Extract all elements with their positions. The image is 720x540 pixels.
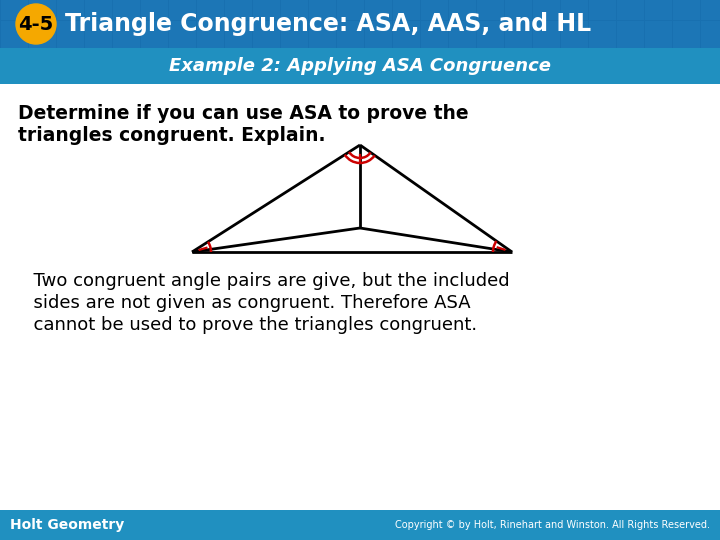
Text: triangles congruent. Explain.: triangles congruent. Explain.: [18, 126, 325, 145]
Bar: [560, 21, 588, 48]
Bar: [701, 0, 720, 19]
Bar: [168, 21, 196, 48]
Bar: [336, 21, 364, 48]
Text: 4-5: 4-5: [19, 15, 53, 33]
Bar: [197, 21, 223, 48]
Bar: [336, 0, 364, 19]
Bar: [0, 510, 720, 540]
Text: Holt Geometry: Holt Geometry: [10, 518, 125, 532]
Bar: [672, 0, 700, 19]
Bar: [225, 21, 251, 48]
Bar: [253, 21, 279, 48]
Bar: [281, 0, 307, 19]
Bar: [392, 0, 420, 19]
Text: cannot be used to prove the triangles congruent.: cannot be used to prove the triangles co…: [22, 316, 477, 334]
Bar: [616, 0, 644, 19]
Bar: [0, 0, 720, 48]
Bar: [616, 21, 644, 48]
Bar: [392, 21, 420, 48]
Bar: [560, 0, 588, 19]
Bar: [29, 0, 55, 19]
Text: Triangle Congruence: ASA, AAS, and HL: Triangle Congruence: ASA, AAS, and HL: [65, 12, 591, 36]
Bar: [449, 21, 475, 48]
Bar: [588, 0, 616, 19]
Bar: [644, 21, 672, 48]
Bar: [644, 0, 672, 19]
Text: Two congruent angle pairs are give, but the included: Two congruent angle pairs are give, but …: [22, 272, 510, 290]
Bar: [29, 21, 55, 48]
Circle shape: [16, 4, 56, 44]
Bar: [0, 48, 720, 84]
Text: Determine if you can use ASA to prove the: Determine if you can use ASA to prove th…: [18, 104, 469, 123]
Bar: [420, 0, 448, 19]
Text: Copyright © by Holt, Rinehart and Winston. All Rights Reserved.: Copyright © by Holt, Rinehart and Winsto…: [395, 520, 710, 530]
Bar: [112, 0, 140, 19]
Bar: [1, 0, 27, 19]
Bar: [84, 21, 112, 48]
Bar: [505, 21, 531, 48]
Bar: [140, 21, 168, 48]
Bar: [308, 21, 336, 48]
Bar: [56, 21, 84, 48]
Bar: [225, 0, 251, 19]
Bar: [477, 21, 503, 48]
Bar: [112, 21, 140, 48]
Bar: [308, 0, 336, 19]
Bar: [364, 21, 392, 48]
Bar: [364, 0, 392, 19]
Bar: [1, 21, 27, 48]
Bar: [197, 0, 223, 19]
Bar: [672, 21, 700, 48]
Bar: [477, 0, 503, 19]
Bar: [701, 21, 720, 48]
Text: sides are not given as congruent. Therefore ASA: sides are not given as congruent. Theref…: [22, 294, 471, 312]
Text: Example 2: Applying ASA Congruence: Example 2: Applying ASA Congruence: [169, 57, 551, 75]
Bar: [533, 21, 559, 48]
Bar: [84, 0, 112, 19]
Bar: [281, 21, 307, 48]
Bar: [168, 0, 196, 19]
Bar: [505, 0, 531, 19]
Bar: [140, 0, 168, 19]
Bar: [588, 21, 616, 48]
Bar: [253, 0, 279, 19]
Bar: [56, 0, 84, 19]
Bar: [449, 0, 475, 19]
Bar: [533, 0, 559, 19]
Bar: [0, 84, 720, 510]
Bar: [420, 21, 448, 48]
